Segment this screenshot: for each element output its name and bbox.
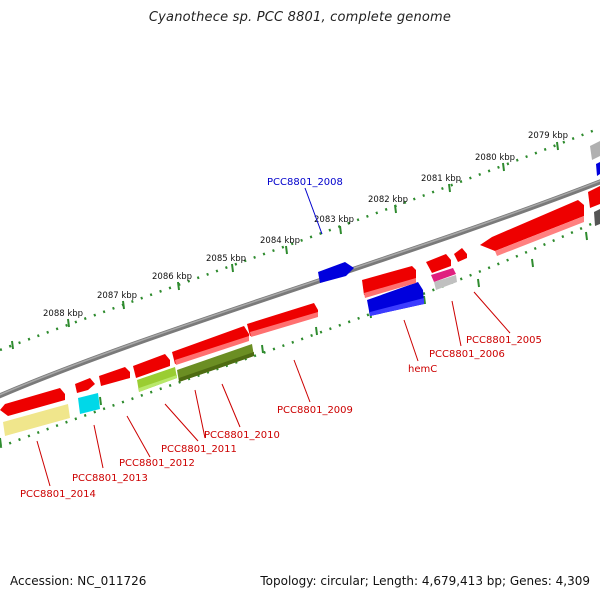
scale-tick-label: 2081 kbp bbox=[421, 174, 461, 184]
map-title: Cyanothece sp. PCC 8801, complete genome bbox=[148, 10, 452, 25]
scale-tick bbox=[231, 263, 234, 273]
scale-tick-label: 2080 kbp bbox=[475, 153, 515, 163]
scale-tick bbox=[11, 340, 14, 350]
scale-tick bbox=[285, 245, 288, 255]
gene-hemC[interactable] bbox=[367, 282, 424, 316]
scale-tick bbox=[502, 162, 505, 172]
scale-tick bbox=[261, 344, 264, 354]
gene-label[interactable]: PCC8801_2012 bbox=[119, 458, 195, 469]
gene-pcc8801-2008[interactable] bbox=[318, 262, 354, 283]
scale-tick bbox=[315, 326, 318, 336]
leader-lines bbox=[36, 187, 511, 487]
scale-tick-label: 2086 kbp bbox=[152, 272, 192, 282]
feature-olive-shade bbox=[179, 352, 254, 382]
feature-blue-right[interactable] bbox=[596, 162, 600, 176]
scale-tick-label: 2088 kbp bbox=[43, 309, 83, 319]
gene-label[interactable]: PCC8801_2010 bbox=[204, 430, 280, 441]
accession-text: Accession: NC_011726 bbox=[10, 574, 147, 588]
gene-label[interactable]: PCC8801_2008 bbox=[267, 177, 343, 188]
scale-tick bbox=[67, 318, 70, 328]
genome-backbone bbox=[0, 179, 600, 399]
gene-red-2082[interactable] bbox=[362, 266, 416, 295]
feature-grey-small[interactable] bbox=[434, 275, 457, 290]
scale-tick bbox=[477, 278, 480, 288]
gene-pcc8801-2013[interactable] bbox=[75, 378, 95, 393]
feature-dark-right[interactable] bbox=[594, 209, 600, 226]
scale-tick-label: 2085 kbp bbox=[206, 254, 246, 264]
feature-cyan[interactable] bbox=[78, 393, 100, 414]
gene-label[interactable]: PCC8801_2013 bbox=[72, 473, 148, 484]
scale-tick-label: 2083 kbp bbox=[314, 215, 354, 225]
scale-ring-outer bbox=[0, 126, 600, 352]
gene-hemC-shadow bbox=[370, 298, 424, 316]
scale-tick bbox=[423, 295, 426, 305]
feature-grey-right[interactable] bbox=[590, 141, 600, 160]
gene-pcc8801-2005[interactable] bbox=[480, 200, 584, 251]
feature-khaki[interactable] bbox=[3, 404, 70, 436]
scale-tick bbox=[394, 204, 397, 214]
scale-tick bbox=[122, 300, 125, 310]
gene-label[interactable]: PCC8801_2011 bbox=[161, 444, 237, 455]
gene-labels: PCC8801_2005 PCC8801_2006 hemC PCC8801_2… bbox=[20, 177, 542, 500]
feature-red-right[interactable] bbox=[588, 186, 600, 208]
scale-tick bbox=[177, 281, 180, 291]
scale-tick-label: 2084 kbp bbox=[260, 236, 300, 246]
features bbox=[0, 141, 600, 436]
topology-text: Topology: circular; Length: 4,679,413 bp… bbox=[260, 574, 590, 588]
scale-tick-label: 2087 kbp bbox=[97, 291, 137, 301]
scale-tick bbox=[0, 437, 2, 447]
scale-labels: 2079 kbp 2080 kbp 2081 kbp 2082 kbp 2083 kbp… bbox=[43, 131, 568, 319]
gene-pcc8801-2010-shadow bbox=[175, 336, 249, 365]
gene-pcc8801-2005-shadow bbox=[495, 216, 584, 256]
gene-pcc8801-2010[interactable] bbox=[172, 326, 249, 364]
scale-tick bbox=[531, 258, 534, 268]
scale-tick-label: 2079 kbp bbox=[528, 131, 568, 141]
gene-pcc8801-2006[interactable] bbox=[454, 248, 467, 262]
scale-tick-label: 2082 kbp bbox=[368, 195, 408, 205]
gene-label[interactable]: PCC8801_2006 bbox=[429, 349, 505, 360]
gene-label[interactable]: hemC bbox=[408, 364, 437, 375]
feature-lime-shade bbox=[139, 375, 177, 392]
gene-label[interactable]: PCC8801_2014 bbox=[20, 489, 96, 500]
scale-tick bbox=[556, 141, 559, 151]
feature-magenta[interactable] bbox=[431, 268, 456, 282]
gene-label[interactable]: PCC8801_2005 bbox=[466, 335, 542, 346]
gene-label[interactable]: PCC8801_2009 bbox=[277, 405, 353, 416]
scale-tick bbox=[585, 231, 588, 241]
gene-pcc8801-2009-shadow bbox=[250, 312, 318, 337]
gene-pcc8801-2012[interactable] bbox=[99, 367, 130, 386]
scale-ring-inner bbox=[0, 218, 600, 449]
gene-pcc8801-2011[interactable] bbox=[133, 354, 170, 378]
gene-pcc8801-2014[interactable] bbox=[0, 388, 65, 416]
scale-tick bbox=[339, 225, 342, 235]
gene-red-2082-shadow bbox=[364, 278, 416, 298]
scale-tick bbox=[99, 396, 102, 406]
genome-backbone-highlight bbox=[0, 180, 600, 396]
scale-tick bbox=[448, 183, 451, 193]
gene-small-red-a[interactable] bbox=[426, 254, 451, 273]
